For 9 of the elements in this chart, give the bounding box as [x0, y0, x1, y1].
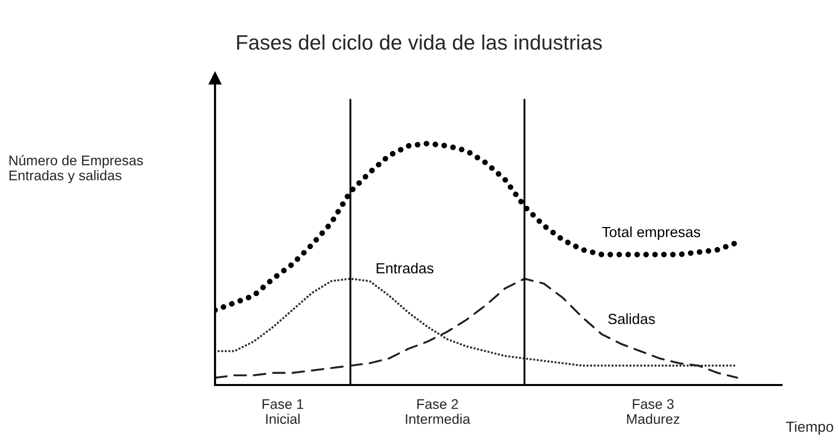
series-label: Entradas — [376, 262, 434, 274]
text: Fase 1 Inicial — [262, 399, 304, 424]
y-axis-title: Número de Empresas Entradas y salidas — [10, 155, 143, 184]
series-label: Salidas — [608, 313, 655, 324]
chart-title: Fases del ciclo de vida de las industrias — [237, 34, 602, 50]
text: Fase 3 Madurez — [627, 399, 680, 424]
series-label: Total empresas — [602, 226, 700, 240]
text: Fase 2 Intermedia — [406, 399, 470, 424]
x-axis-title: Tiempo — [786, 421, 834, 435]
